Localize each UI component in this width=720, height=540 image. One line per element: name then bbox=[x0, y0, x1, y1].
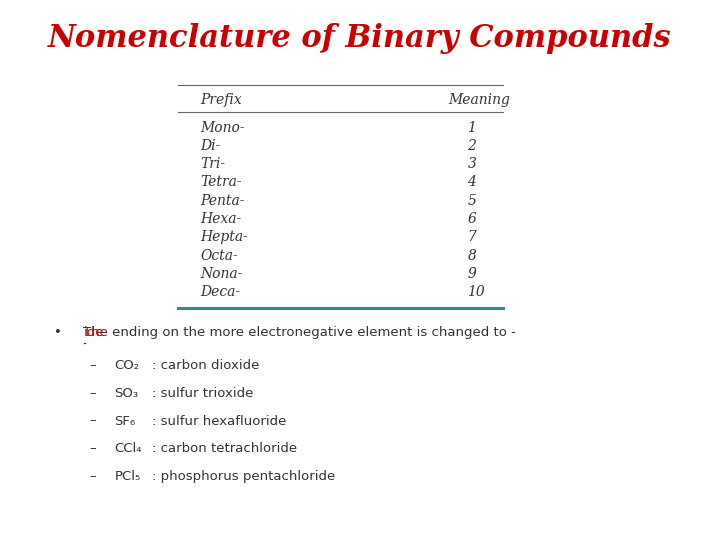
Text: 2: 2 bbox=[467, 139, 477, 153]
Text: CCl₄: CCl₄ bbox=[114, 442, 142, 455]
Text: –: – bbox=[89, 387, 96, 400]
Text: –: – bbox=[89, 359, 96, 372]
Text: Hepta-: Hepta- bbox=[200, 230, 248, 244]
Text: PCl₅: PCl₅ bbox=[114, 470, 140, 483]
Text: 1: 1 bbox=[467, 120, 477, 134]
Text: CO₂: CO₂ bbox=[114, 359, 140, 372]
Text: Deca-: Deca- bbox=[200, 285, 240, 299]
Text: SF₆: SF₆ bbox=[114, 415, 135, 428]
Text: : carbon dioxide: : carbon dioxide bbox=[152, 359, 259, 372]
Text: 5: 5 bbox=[467, 194, 477, 208]
Text: : sulfur trioxide: : sulfur trioxide bbox=[152, 387, 253, 400]
Text: SO₃: SO₃ bbox=[114, 387, 138, 400]
Text: –: – bbox=[89, 442, 96, 455]
Text: •: • bbox=[54, 326, 62, 340]
Text: Penta-: Penta- bbox=[200, 194, 245, 208]
Text: Nona-: Nona- bbox=[200, 267, 243, 281]
Text: Octa-: Octa- bbox=[200, 248, 238, 262]
Text: Tri-: Tri- bbox=[200, 157, 225, 171]
Text: 3: 3 bbox=[467, 157, 477, 171]
Text: Meaning: Meaning bbox=[448, 93, 510, 107]
Text: Mono-: Mono- bbox=[200, 120, 245, 134]
Text: Prefix: Prefix bbox=[200, 93, 242, 107]
Text: 6: 6 bbox=[467, 212, 477, 226]
Text: : carbon tetrachloride: : carbon tetrachloride bbox=[152, 442, 297, 455]
Text: 4: 4 bbox=[467, 176, 477, 190]
Text: –: – bbox=[89, 470, 96, 483]
Text: Tetra-: Tetra- bbox=[200, 176, 242, 190]
Text: 9: 9 bbox=[467, 267, 477, 281]
Text: ide: ide bbox=[84, 326, 104, 340]
Text: 7: 7 bbox=[467, 230, 477, 244]
Text: –: – bbox=[89, 415, 96, 428]
Text: Hexa-: Hexa- bbox=[200, 212, 242, 226]
Text: Nomenclature of Binary Compounds: Nomenclature of Binary Compounds bbox=[48, 23, 672, 54]
Text: : phosphorus pentachloride: : phosphorus pentachloride bbox=[152, 470, 336, 483]
Text: Di-: Di- bbox=[200, 139, 221, 153]
Text: .: . bbox=[86, 326, 89, 340]
Text: : sulfur hexafluoride: : sulfur hexafluoride bbox=[152, 415, 287, 428]
Text: 10: 10 bbox=[467, 285, 485, 299]
Text: 8: 8 bbox=[467, 248, 477, 262]
Text: The ending on the more electronegative element is changed to -: The ending on the more electronegative e… bbox=[83, 326, 516, 340]
